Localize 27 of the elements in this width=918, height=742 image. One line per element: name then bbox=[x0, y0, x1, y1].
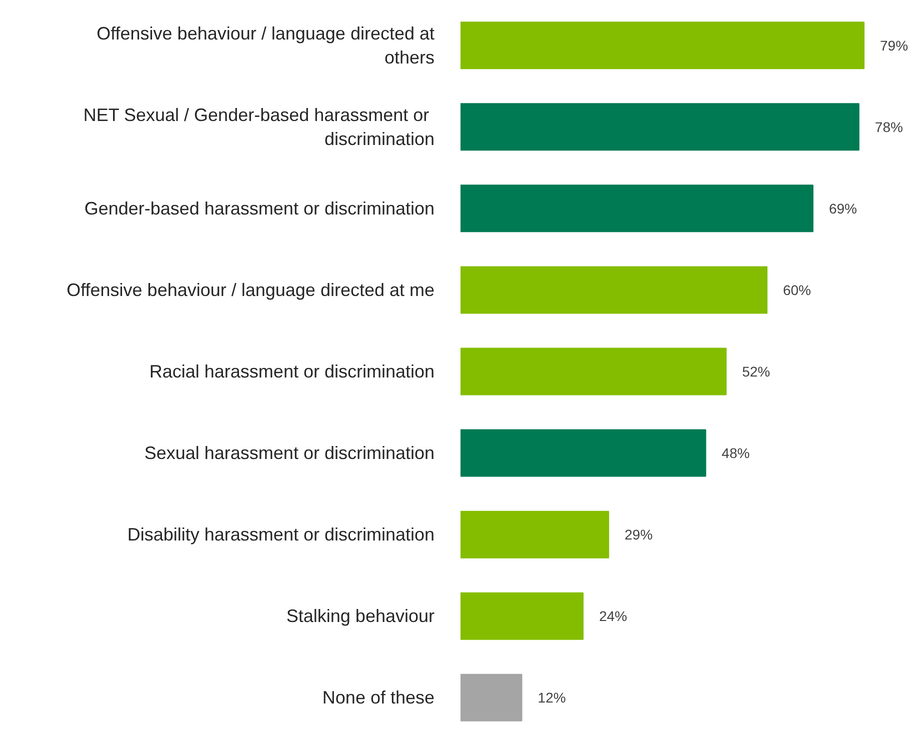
bar bbox=[460, 510, 610, 558]
y-tick-label: NET Sexual / Gender-based harassment or discrimination bbox=[83, 104, 435, 149]
bar bbox=[460, 266, 768, 314]
data-label: 24% bbox=[599, 608, 628, 624]
data-label: 69% bbox=[828, 200, 857, 216]
bar bbox=[460, 429, 706, 477]
data-label: 60% bbox=[782, 282, 812, 298]
y-tick-label: Offensive behaviour / language directed at others bbox=[96, 23, 435, 68]
y-tick-label: None of these bbox=[322, 688, 434, 708]
data-label: 29% bbox=[624, 526, 653, 543]
y-tick-label: Stalking behaviour bbox=[286, 606, 435, 626]
bar bbox=[460, 592, 584, 640]
y-tick-label: Disability harassment or discrimination bbox=[127, 524, 434, 545]
bar bbox=[460, 674, 522, 722]
data-label: 48% bbox=[722, 445, 750, 462]
data-label: 78% bbox=[874, 118, 903, 135]
y-tick-label: Racial harassment or discrimination bbox=[149, 362, 434, 382]
data-label: 52% bbox=[742, 364, 770, 380]
data-label: 12% bbox=[538, 690, 566, 706]
bar bbox=[460, 184, 814, 232]
y-tick-label: Offensive behaviour / language directed at me bbox=[66, 280, 435, 300]
bar bbox=[460, 103, 860, 151]
y-tick-label: Gender-based harassment or discrimination bbox=[84, 198, 435, 218]
data-label: 79% bbox=[880, 37, 908, 54]
bar bbox=[460, 22, 865, 70]
bar bbox=[460, 348, 727, 396]
y-tick-label: Sexual harassment or discrimination bbox=[144, 443, 435, 464]
